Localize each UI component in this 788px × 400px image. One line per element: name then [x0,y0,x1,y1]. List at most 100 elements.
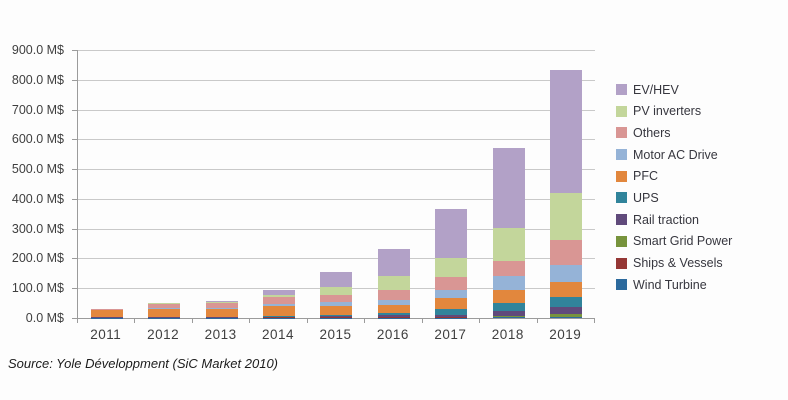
bar-segment-smart-grid-power-2019 [550,314,583,317]
x-tick-label: 2012 [147,327,180,342]
y-tick-label: 500.0 M$ [11,162,64,177]
y-tick-mark [72,198,77,200]
x-tick-label: 2013 [204,327,237,342]
y-tick-label: 400.0 M$ [11,191,64,206]
bar-segment-pfc-2018 [492,290,525,303]
legend-item-others: Others [616,126,732,140]
bar-segment-ev-hev-2016 [377,249,410,277]
y-tick-mark [72,169,77,171]
gridline [78,169,595,171]
bar-segment-ups-2013 [205,316,238,318]
bar-segment-ups-2016 [377,313,410,316]
bar-segment-others-2012 [148,304,181,309]
bar-2015 [320,271,353,318]
bar-segment-others-2014 [263,296,296,304]
y-tick-label: 900.0 M$ [11,43,64,57]
x-tick-mark [306,319,308,323]
bar-slot-2018 [480,50,537,318]
x-tick-label: 2011 [90,327,122,342]
y-tick-label: 800.0 M$ [11,72,64,87]
gridline [78,228,595,230]
bar-segment-others-2019 [550,240,583,266]
bar-segment-pv-inverters-2012 [148,303,181,305]
bar-segment-motor-ac-drive-2015 [320,301,353,306]
bar-segment-pfc-2012 [148,309,181,317]
y-tick-label: 300.0 M$ [11,221,64,236]
legend-swatch-icon [616,257,627,269]
bar-segment-wind-turbine-2019 [550,317,583,318]
bar-segment-others-2011 [90,308,123,310]
bar-slot-2019 [538,50,595,318]
legend: EV/HEV PV inverters Others Motor AC Drive PF… [616,83,732,300]
x-tick-label: 2014 [262,327,295,342]
y-tick-label: 600.0 M$ [11,132,64,147]
bar-segment-ev-hev-2015 [320,271,353,288]
bar-segment-motor-ac-drive-2019 [550,265,583,282]
bar-segment-motor-ac-drive-2016 [377,300,410,306]
bar-2018 [492,147,525,318]
bar-segment-ups-2014 [263,315,296,317]
bar-segment-ships-vessels-2019 [550,316,583,318]
legend-swatch-icon [616,279,627,291]
gridline [78,109,595,111]
bar-segment-rail-traction-2019 [550,307,583,315]
y-tick-label: 0.0 M$ [25,311,64,325]
legend-item-pv-inverters: PV inverters [616,104,732,119]
bar-segment-pfc-2014 [263,305,296,316]
bar-2013 [205,301,238,318]
bar-segment-pfc-2019 [550,281,583,297]
legend-label: Motor AC Drive [633,147,718,162]
legend-item-motor-ac-drive: Motor AC Drive [616,147,732,162]
bar-segment-pfc-2011 [90,310,123,318]
legend-item-smart-grid-power: Smart Grid Power [616,234,733,249]
bar-segment-pv-inverters-2017 [435,258,468,277]
bar-segment-pv-inverters-2014 [263,294,296,297]
x-tick-label: 2015 [319,327,352,342]
legend-label: Smart Grid Power [633,234,733,249]
x-tick-mark [479,319,481,323]
gridline [78,139,595,141]
legend-swatch-icon [616,149,627,161]
plot-area [77,50,595,319]
x-tick-label: 2016 [376,327,409,342]
y-tick-mark [72,288,77,290]
y-tick-mark [72,50,77,51]
bar-segment-pv-inverters-2015 [320,287,353,295]
x-tick-mark [594,319,595,323]
legend-swatch-icon [616,235,627,247]
bar-2016 [377,249,410,318]
x-tick-mark [536,319,538,323]
bar-slot-2017 [423,50,480,318]
y-tick-mark [72,258,77,260]
gridline [78,79,595,81]
bar-segment-pv-inverters-2016 [377,276,410,290]
bar-2011 [90,308,123,318]
x-tick-mark [421,319,423,323]
y-tick-label: 700.0 M$ [11,102,64,117]
bar-segment-motor-ac-drive-2014 [263,303,296,306]
bar-segment-ups-2015 [320,314,353,317]
x-tick-mark [191,319,193,323]
source-note: Source: Yole Développment (SiC Market 20… [8,356,279,371]
y-tick-mark [72,139,77,141]
legend-label: PV inverters [633,104,702,119]
bar-2014 [263,289,296,318]
legend-swatch-icon [616,127,627,139]
gridline [78,258,595,260]
legend-label: Ships & Vessels [633,256,723,270]
bar-slot-2015 [308,50,365,318]
bar-segment-motor-ac-drive-2018 [492,276,525,291]
bar-segment-ev-hev-2014 [263,289,296,295]
bar-segment-smart-grid-power-2018 [492,315,525,317]
bar-slot-2016 [365,50,422,318]
y-tick-mark [72,109,77,111]
legend-label: PFC [633,169,658,184]
legend-swatch-icon [616,170,627,182]
bar-segment-pfc-2013 [205,309,238,317]
bar-segment-others-2016 [377,289,410,301]
legend-item-pfc: PFC [616,169,732,184]
legend-label: UPS [633,190,659,205]
legend-label: Rail traction [633,212,699,227]
bar-2012 [148,303,181,318]
